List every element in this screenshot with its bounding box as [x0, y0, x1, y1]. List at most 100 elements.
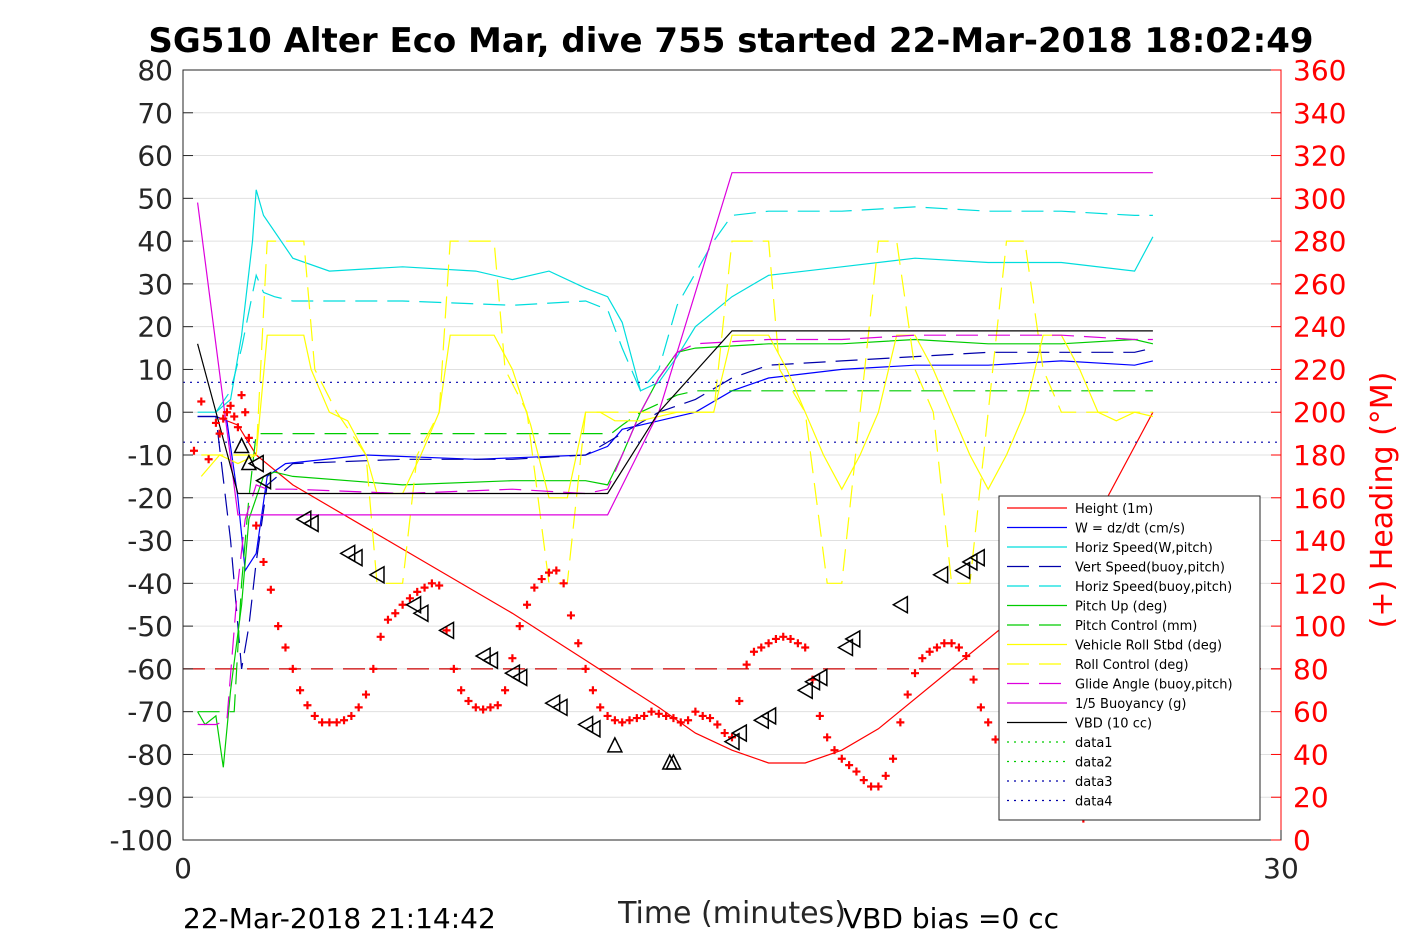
heading-point — [757, 643, 766, 652]
legend-entry-label: data3 — [1075, 775, 1113, 790]
depth-marker — [796, 680, 813, 700]
heading-point — [911, 669, 919, 678]
heading-point — [523, 600, 532, 609]
heading-point — [281, 643, 290, 652]
y-tick-label-left: -60 — [127, 653, 173, 686]
y-tick-label-right: 80 — [1293, 653, 1329, 686]
footer-vbd-bias: VBD bias =0 cc — [843, 902, 1059, 935]
heading-point — [420, 583, 429, 592]
heading-point — [618, 718, 627, 727]
y-tick-label-right: 160 — [1293, 482, 1346, 515]
y-tick-label-right: 20 — [1293, 781, 1329, 814]
heading-point — [713, 720, 722, 729]
heading-point — [211, 418, 220, 427]
heading-point — [706, 714, 715, 723]
heading-point — [932, 643, 941, 652]
heading-point — [479, 705, 488, 714]
heading-point — [889, 754, 898, 763]
legend-entry-label: Roll Control (deg) — [1075, 658, 1189, 673]
legend-entry-label: W = dz/dt (cm/s) — [1075, 522, 1185, 537]
y-tick-label-left: 10 — [137, 353, 173, 386]
heading-point — [427, 579, 436, 588]
heading-point — [197, 397, 206, 406]
heading-point — [610, 716, 619, 725]
heading-point — [347, 711, 356, 720]
y-tick-label-right: 200 — [1293, 396, 1346, 429]
y-tick-label-left: 40 — [137, 225, 173, 258]
heading-point — [296, 686, 305, 695]
legend-entry-label: Glide Angle (buoy,pitch) — [1075, 678, 1233, 693]
legend-entry-label: data1 — [1075, 736, 1113, 751]
depth-marker — [233, 436, 250, 454]
heading-point — [662, 711, 671, 720]
heading-point — [669, 714, 678, 723]
series-line-6 — [197, 390, 1153, 713]
series-line-1 — [197, 360, 1154, 573]
legend-box — [998, 495, 1261, 821]
heading-point — [976, 703, 985, 712]
depth-marker — [968, 548, 985, 567]
heading-point — [457, 686, 466, 695]
heading-point — [215, 429, 224, 438]
y-tick-label-right: 280 — [1293, 225, 1346, 258]
heading-point — [222, 408, 231, 417]
heading-point — [508, 654, 517, 663]
depth-marker — [954, 561, 971, 580]
heading-point — [735, 696, 744, 705]
legend-entry-label: VBD (10 cc) — [1075, 717, 1152, 732]
depth-marker — [723, 732, 740, 751]
y-tick-label-right: 140 — [1293, 525, 1346, 558]
heading-point — [896, 718, 905, 727]
heading-point — [969, 675, 978, 684]
x-tick-label: 30 — [1263, 852, 1299, 885]
heading-point — [493, 701, 502, 710]
heading-point — [376, 632, 385, 641]
legend-entry-label: Vehicle Roll Stbd (deg) — [1075, 639, 1222, 654]
heading-point — [640, 711, 649, 720]
legend-entry-label: Vert Speed(buoy,pitch) — [1075, 561, 1225, 576]
y-tick-label-left: 70 — [137, 97, 173, 130]
heading-point — [954, 643, 963, 652]
depth-marker — [302, 514, 319, 533]
y-tick-label-right: 180 — [1293, 439, 1346, 472]
depth-marker — [405, 595, 422, 615]
heading-point — [691, 707, 700, 716]
legend-entry-label: Height (1m) — [1075, 502, 1153, 517]
heading-point — [779, 632, 788, 641]
heading-point — [259, 557, 268, 566]
heading-point — [226, 401, 235, 410]
y-tick-label-right: 100 — [1293, 610, 1346, 643]
y-tick-label-left: 0 — [155, 396, 173, 429]
heading-point — [940, 639, 949, 648]
heading-point — [596, 703, 605, 712]
y-tick-label-right: 300 — [1293, 182, 1346, 215]
series-line-2 — [197, 189, 1154, 413]
heading-point — [266, 585, 275, 594]
y-tick-label-right: 220 — [1293, 353, 1346, 386]
y-tick-label-left: -40 — [127, 567, 173, 600]
heading-point — [383, 615, 392, 624]
legend-entry-label: Pitch Control (mm) — [1075, 619, 1197, 634]
depth-marker — [606, 736, 624, 753]
heading-point — [515, 622, 524, 631]
y-tick-label-right: 40 — [1293, 738, 1329, 771]
heading-point — [749, 647, 758, 656]
heading-point — [793, 639, 802, 648]
y-tick-label-right: 320 — [1293, 140, 1346, 173]
depth-marker — [584, 719, 601, 739]
heading-point — [632, 714, 641, 723]
heading-point — [676, 718, 685, 727]
heading-point — [219, 414, 228, 423]
depth-marker — [665, 753, 682, 770]
heading-point — [537, 575, 546, 584]
depth-marker — [811, 668, 828, 687]
heading-point — [471, 703, 480, 712]
depth-marker — [255, 471, 272, 490]
heading-point — [566, 611, 575, 620]
heading-point — [530, 583, 539, 592]
heading-point — [845, 761, 854, 770]
heading-point — [340, 716, 349, 725]
heading-point — [237, 391, 246, 400]
heading-point — [362, 690, 370, 699]
heading-point — [303, 701, 312, 710]
